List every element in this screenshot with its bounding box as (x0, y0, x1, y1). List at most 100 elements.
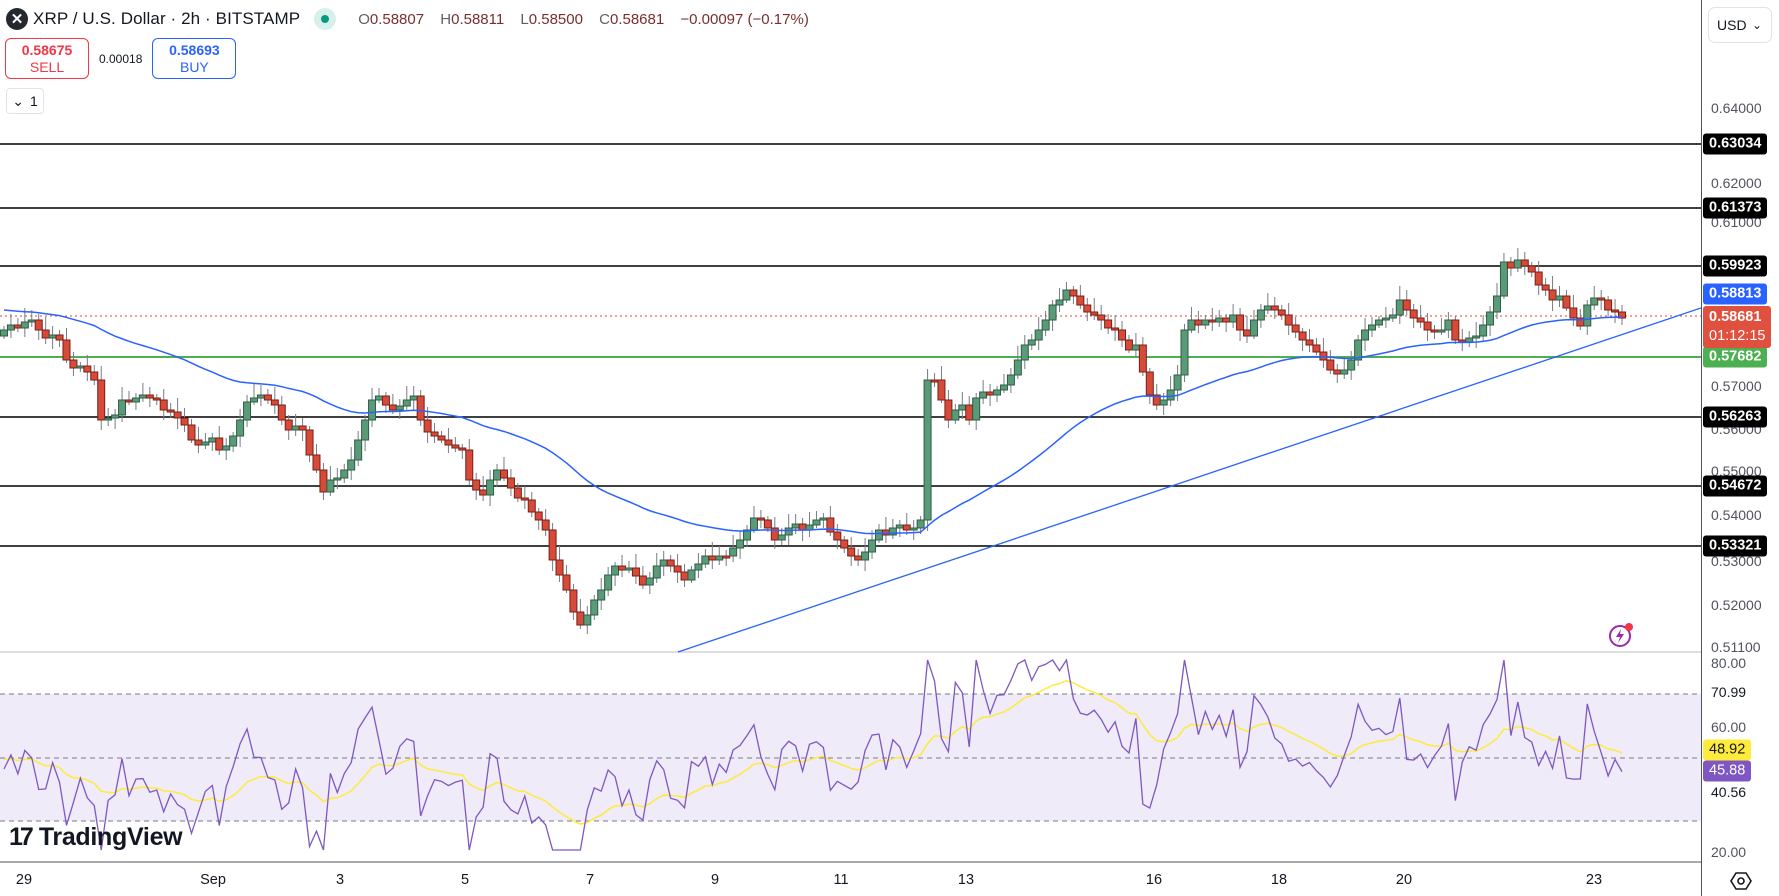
axis-tick: 0.52000 (1711, 597, 1762, 613)
candle (1402, 299, 1411, 311)
indicators-collapse-button[interactable]: ⌄ 1 (6, 88, 44, 114)
candle (291, 425, 300, 431)
candle (173, 411, 182, 419)
candle (1472, 335, 1481, 339)
trade-panel: 0.58675 SELL 0.00018 0.58693 BUY (5, 38, 237, 79)
candle (798, 523, 807, 531)
candle (1131, 344, 1140, 351)
candle (1222, 317, 1231, 323)
tradingview-logo[interactable]: 17 TradingView (9, 823, 183, 851)
candle (1458, 339, 1467, 343)
candle (229, 435, 238, 447)
candle (1409, 309, 1418, 319)
candle (1618, 311, 1626, 319)
candle (1305, 339, 1314, 346)
candle (1104, 319, 1113, 329)
buy-button[interactable]: 0.58693 BUY (152, 38, 237, 79)
candle (1562, 295, 1571, 309)
chevron-down-icon: ⌄ (1751, 18, 1762, 32)
candle (916, 519, 925, 529)
level-price-label: 0.54672 (1703, 475, 1768, 497)
candle (444, 439, 453, 446)
candle (874, 529, 883, 541)
candle (1506, 261, 1515, 269)
chart-canvas[interactable] (0, 0, 1701, 896)
candle (1194, 319, 1203, 326)
spread-value: 0.00018 (99, 51, 143, 66)
lightning-alert-icon[interactable] (1608, 622, 1634, 648)
candle (1513, 259, 1522, 269)
currency-select[interactable]: USD ⌄ (1708, 7, 1772, 43)
candle (791, 523, 800, 529)
candle (111, 414, 120, 419)
candle (1159, 399, 1168, 406)
candle (999, 384, 1008, 391)
candle (1208, 319, 1217, 323)
candle (1340, 369, 1349, 375)
candle (451, 444, 460, 449)
candle (1451, 319, 1460, 341)
axis-tick: 60.00 (1711, 719, 1747, 735)
candle (555, 559, 564, 576)
candle (90, 371, 99, 381)
candle (812, 519, 821, 526)
candle (326, 479, 335, 493)
time-axis-label: 11 (833, 872, 849, 888)
axis-tick: 0.55000 (1711, 463, 1762, 479)
candle (1437, 329, 1446, 333)
candle (569, 589, 578, 613)
market-status-icon[interactable] (314, 8, 337, 30)
trendline (677, 307, 1701, 653)
candle (1479, 324, 1488, 337)
candle (423, 419, 432, 433)
level-price-label: 0.61373 (1703, 197, 1768, 219)
symbol-title[interactable]: XRP / U.S. Dollar · 2h · BITSTAMP (33, 9, 301, 28)
candle (708, 555, 717, 561)
level-price-label: 0.63034 (1703, 133, 1768, 155)
candle (6, 324, 15, 331)
candle (520, 497, 529, 501)
candle (76, 365, 85, 369)
candle (1277, 309, 1286, 316)
candle (1263, 305, 1272, 311)
candle (1416, 317, 1425, 323)
price-axis[interactable] (1701, 0, 1779, 896)
candle (354, 439, 363, 461)
candle (465, 449, 474, 481)
candle (416, 395, 425, 421)
candle (972, 397, 981, 421)
candle (1486, 311, 1495, 326)
candle (1145, 371, 1154, 396)
candle (305, 429, 314, 456)
candle (854, 555, 863, 561)
candle (1298, 331, 1307, 341)
rsi-ma-line (3, 679, 1623, 826)
time-axis-label: 7 (585, 872, 595, 888)
candle (743, 529, 752, 541)
candle (673, 565, 682, 573)
candle (1076, 295, 1085, 306)
candle (756, 517, 765, 521)
candle (48, 334, 57, 339)
candle (458, 447, 467, 451)
candle (1020, 344, 1029, 361)
candle (638, 575, 647, 586)
candle (1604, 299, 1613, 311)
candle (694, 563, 703, 571)
candle (368, 399, 377, 421)
candle (1611, 309, 1620, 313)
sell-button[interactable]: 0.58675 SELL (5, 38, 89, 79)
candle (1569, 307, 1578, 319)
axis-tick: 40.56 (1711, 784, 1747, 800)
candle (243, 401, 252, 421)
tradingview-mark-icon: 17 (9, 823, 34, 851)
candle (1055, 299, 1064, 306)
candle (486, 479, 495, 496)
candle (13, 324, 22, 329)
candle (104, 417, 113, 421)
time-axis-label: 3 (335, 872, 345, 888)
axis-tick: 0.53000 (1711, 553, 1762, 569)
settings-icon[interactable] (1730, 870, 1752, 892)
candle (1381, 317, 1390, 321)
candle (645, 577, 654, 586)
